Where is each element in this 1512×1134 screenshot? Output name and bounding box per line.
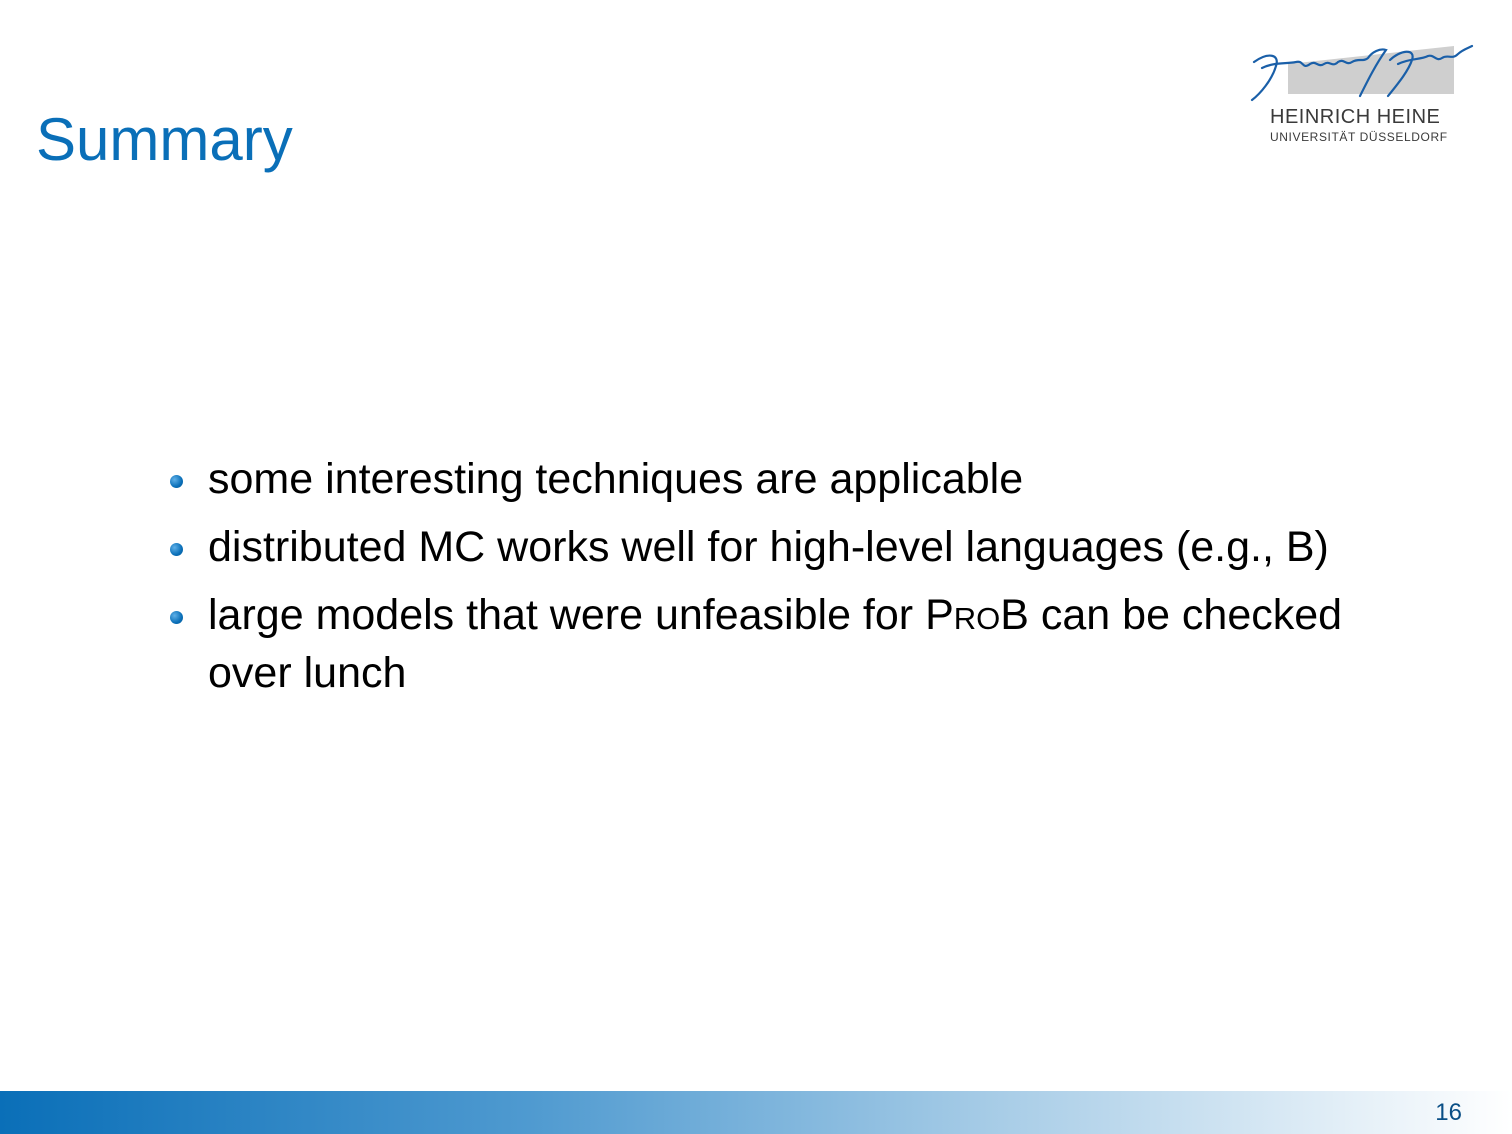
slide-title: Summary	[36, 106, 293, 173]
prob-name-p: P	[925, 591, 954, 639]
footer-bar	[0, 1091, 1512, 1134]
bullet-dot-icon	[170, 611, 183, 624]
bullet-item: some interesting techniques are applicab…	[166, 452, 1426, 506]
page-number: 16	[1435, 1099, 1462, 1126]
bullet-text-after: can be checked over lunch	[208, 591, 1343, 697]
bullet-text-before: large models that were unfeasible for	[208, 591, 926, 639]
bullet-list: some interesting techniques are applicab…	[166, 452, 1426, 714]
bullet-item: distributed MC works well for high-level…	[166, 520, 1426, 574]
signature-logo-icon	[1250, 44, 1474, 102]
bullet-dot-icon	[170, 543, 183, 556]
bullet-text: distributed MC works well for high-level…	[208, 523, 1329, 571]
university-logo: HEINRICH HEINE UNIVERSITÄT DÜSSELDORF	[1240, 24, 1480, 154]
logo-name: HEINRICH HEINE	[1270, 106, 1441, 128]
bullet-item: large models that were unfeasible for PR…	[166, 588, 1426, 700]
logo-university: UNIVERSITÄT DÜSSELDORF	[1270, 130, 1448, 144]
prob-name-ro: RO	[953, 601, 1001, 636]
bullet-text: some interesting techniques are applicab…	[208, 455, 1024, 503]
bullet-dot-icon	[170, 475, 183, 488]
bullet-text: large models that were unfeasible for PR…	[208, 591, 1342, 697]
prob-name-b: B	[1000, 591, 1029, 639]
